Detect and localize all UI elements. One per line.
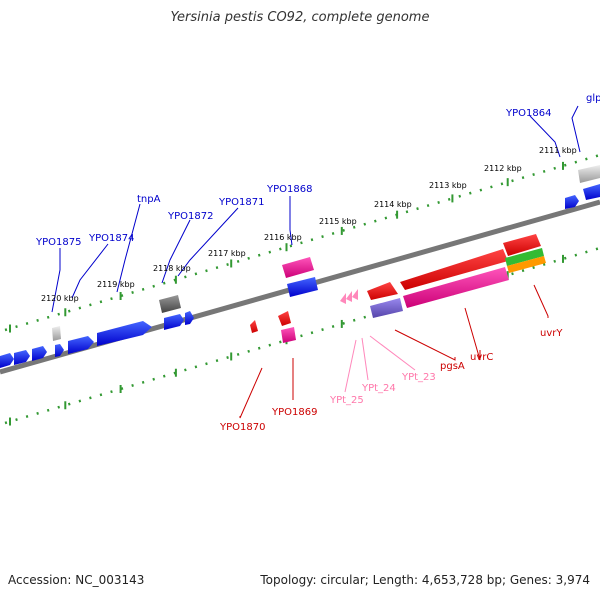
label-uvrY: uvrY xyxy=(540,328,563,339)
rna-feature[interactable] xyxy=(281,327,296,343)
label-tnpA: tnpA xyxy=(137,194,161,205)
gene-feature[interactable] xyxy=(55,344,64,357)
gene-feature[interactable] xyxy=(185,311,194,325)
label-YPt-25: YPt_25 xyxy=(329,395,364,406)
scale-ticks xyxy=(9,161,564,426)
inner-tick-rail xyxy=(4,246,600,425)
gene-feature[interactable] xyxy=(278,311,291,326)
pseudo-gene[interactable] xyxy=(159,295,181,313)
label-glpM: glpM xyxy=(586,93,600,104)
purple-feature[interactable] xyxy=(370,298,403,318)
tick-label: 2120 kbp xyxy=(41,294,79,303)
forward-genes xyxy=(0,165,600,368)
tick-label: 2119 kbp xyxy=(97,280,135,289)
trna-feature[interactable] xyxy=(340,293,346,304)
label-pgsA: pgsA xyxy=(440,361,465,372)
label-YPO1871: YPO1871 xyxy=(218,197,264,208)
rna-feature[interactable] xyxy=(282,257,314,278)
label-YPO1868: YPO1868 xyxy=(266,184,312,195)
reverse-genes xyxy=(250,234,546,343)
trna-feature[interactable] xyxy=(346,291,352,302)
gene-feature[interactable] xyxy=(97,321,152,346)
gene-feature[interactable] xyxy=(0,353,14,368)
label-YPO1874: YPO1874 xyxy=(88,233,134,244)
trna-leaders xyxy=(344,335,416,393)
tick-label: 2116 kbp xyxy=(264,233,302,242)
gene-feature[interactable] xyxy=(68,336,94,354)
orange-feature[interactable] xyxy=(507,256,546,273)
gene-feature[interactable] xyxy=(503,234,541,256)
gene-feature[interactable] xyxy=(164,314,184,330)
tick-label: 2118 kbp xyxy=(153,264,191,273)
tick-label: 2112 kbp xyxy=(484,164,522,173)
accession-text: Accession: NC_003143 xyxy=(8,573,145,587)
green-feature[interactable] xyxy=(505,248,544,266)
gene-feature[interactable] xyxy=(565,195,579,209)
gene-feature[interactable] xyxy=(367,282,398,300)
label-YPt-24: YPt_24 xyxy=(361,383,396,394)
gene-feature[interactable] xyxy=(287,277,318,297)
label-YPt-23: YPt_23 xyxy=(401,372,436,383)
trna-feature[interactable] xyxy=(352,289,358,300)
pseudo-gene[interactable] xyxy=(578,165,600,183)
genome-summary-text: Topology: circular; Length: 4,653,728 bp… xyxy=(260,573,590,587)
gene-feature[interactable] xyxy=(583,184,600,200)
reverse-leaders xyxy=(239,284,549,419)
label-YPO1875: YPO1875 xyxy=(35,237,81,248)
label-YPO1864: YPO1864 xyxy=(505,108,551,119)
pseudo-gene[interactable] xyxy=(52,326,61,341)
gene-feature[interactable] xyxy=(400,249,508,290)
gene-feature[interactable] xyxy=(14,350,30,365)
label-uvrC: uvrC xyxy=(470,352,493,363)
gene-feature[interactable] xyxy=(250,320,258,333)
gene-feature[interactable] xyxy=(32,346,47,361)
tick-label: 2115 kbp xyxy=(319,217,357,226)
label-YPO1869: YPO1869 xyxy=(271,407,317,418)
label-YPO1870: YPO1870 xyxy=(219,422,265,433)
tick-label: 2114 kbp xyxy=(374,200,412,209)
tick-label: 2113 kbp xyxy=(429,181,467,190)
label-YPO1872: YPO1872 xyxy=(167,211,213,222)
genome-title: Yersinia pestis CO92, complete genome xyxy=(170,10,430,25)
tick-label: 2117 kbp xyxy=(208,249,246,258)
forward-leaders xyxy=(51,105,581,313)
rna-feature[interactable] xyxy=(403,267,509,308)
tick-label: 2111 kbp xyxy=(539,146,577,155)
